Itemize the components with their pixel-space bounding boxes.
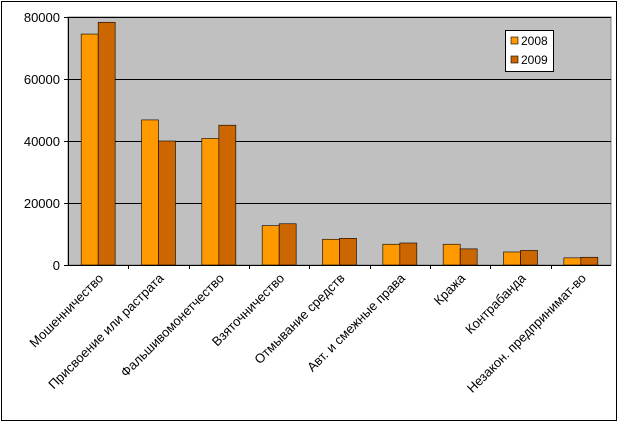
bar-2008-6: [442, 243, 461, 266]
category-label: Фальшивомонетчество: [118, 271, 227, 380]
bar-2009-0: [97, 21, 116, 266]
bar-2008-8: [563, 257, 582, 266]
bar-2008-3: [261, 225, 280, 266]
bar-2009-1: [158, 140, 176, 266]
bar-2008-5: [382, 243, 401, 266]
category-label: Присвоение или растрата: [45, 270, 167, 392]
y-tick-label: 80000: [24, 10, 60, 25]
bar-2009-2: [218, 124, 237, 266]
y-tick-label: 0: [53, 258, 60, 273]
legend-label: 2009: [521, 53, 548, 67]
category-label: Контрабанда: [462, 270, 529, 337]
bar-2008-0: [80, 33, 99, 266]
legend-label: 2008: [521, 34, 548, 48]
category-label: Авт. и смежные права: [304, 270, 408, 374]
legend-swatch-2009: [510, 55, 519, 64]
bar-2009-3: [278, 223, 297, 266]
bar-2009-7: [520, 250, 538, 266]
y-tick-label: 60000: [24, 72, 60, 87]
bar-2009-8: [580, 256, 599, 266]
y-tick-label: 20000: [24, 196, 60, 211]
bar-2008-1: [141, 119, 159, 266]
category-label: Незакон. предпринимат-во: [464, 271, 589, 396]
bar-2008-4: [322, 238, 340, 266]
bar-2008-7: [503, 251, 521, 266]
bar-2009-5: [399, 242, 418, 266]
bar-2009-4: [339, 238, 357, 266]
legend-swatch-2008: [510, 36, 519, 45]
bar-2008-2: [201, 138, 220, 266]
bar-2009-6: [459, 248, 478, 266]
category-label: Кража: [431, 270, 469, 308]
y-tick-label: 40000: [24, 134, 60, 149]
